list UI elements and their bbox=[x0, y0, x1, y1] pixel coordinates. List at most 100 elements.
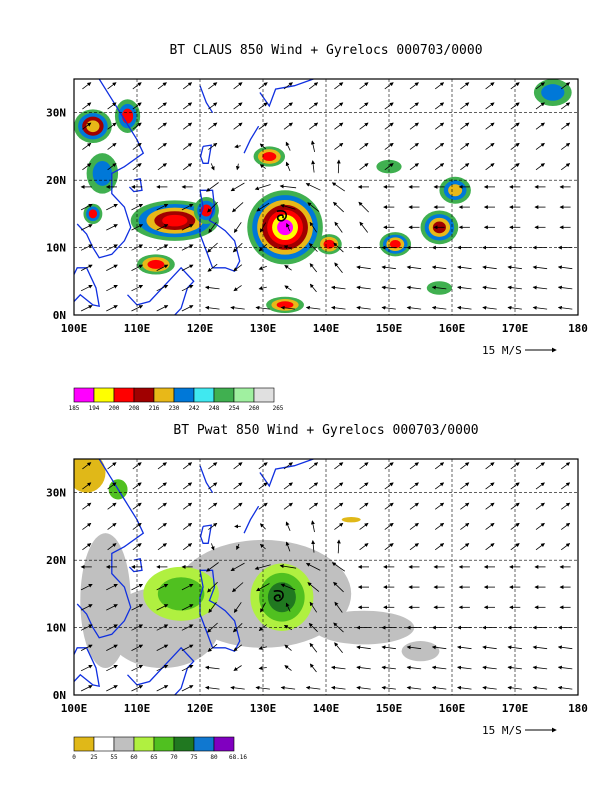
wind-vector bbox=[308, 462, 319, 470]
wind-vector bbox=[384, 522, 394, 530]
wind-vector bbox=[132, 82, 142, 90]
legend-label: 208 bbox=[129, 405, 140, 412]
wind-vector bbox=[309, 642, 318, 653]
wind-vector bbox=[457, 685, 472, 690]
wind-vector bbox=[359, 482, 369, 490]
wind-vector bbox=[510, 522, 520, 530]
wind-vector bbox=[507, 665, 522, 670]
wind-vector bbox=[210, 543, 215, 551]
wind-vector bbox=[356, 685, 371, 690]
wind-vector bbox=[510, 142, 520, 150]
wind-vector bbox=[510, 482, 520, 490]
pwat-field-layer bbox=[74, 459, 440, 669]
wind-vector bbox=[434, 163, 445, 171]
legend-swatch bbox=[173, 736, 195, 752]
wind-vector bbox=[460, 502, 470, 510]
wind-vector bbox=[507, 645, 522, 650]
wind-vector bbox=[106, 244, 118, 251]
wind-vector bbox=[156, 244, 169, 251]
field-blob bbox=[266, 296, 304, 313]
wind-vector bbox=[485, 163, 495, 171]
wind-vector bbox=[308, 502, 319, 510]
wind-vector bbox=[409, 502, 419, 510]
wind-vector bbox=[82, 462, 92, 470]
wind-vector bbox=[258, 82, 268, 90]
field-contour bbox=[92, 160, 113, 186]
wind-vector bbox=[406, 285, 422, 290]
wind-vector bbox=[535, 522, 545, 530]
reference-vector-label-1: 15 M/S bbox=[482, 344, 522, 357]
coastline bbox=[74, 647, 101, 688]
wind-vector bbox=[532, 265, 548, 270]
wind-vector bbox=[258, 265, 267, 270]
field-contour bbox=[323, 239, 335, 249]
legend-label: 65 bbox=[150, 754, 158, 761]
wind-vector bbox=[181, 305, 194, 312]
legend-swatch bbox=[213, 387, 235, 403]
wind-vector bbox=[285, 161, 291, 172]
wind-vector bbox=[535, 482, 545, 490]
legend-swatch bbox=[233, 387, 255, 403]
wind-vector bbox=[460, 522, 470, 530]
field-contour bbox=[262, 152, 277, 162]
wind-vector bbox=[258, 286, 267, 291]
wind-vector bbox=[254, 184, 271, 191]
wind-vector bbox=[182, 482, 193, 490]
wind-vector bbox=[334, 502, 344, 510]
wind-vector bbox=[308, 482, 319, 490]
wind-vector bbox=[384, 482, 394, 490]
wind-vector bbox=[106, 644, 118, 651]
wind-vector bbox=[107, 122, 117, 130]
wind-vector bbox=[485, 482, 495, 490]
legend-label: 265 bbox=[273, 405, 284, 412]
legend-swatch bbox=[133, 736, 155, 752]
wind-vector bbox=[560, 543, 571, 551]
field-contour bbox=[401, 641, 440, 662]
wind-vector bbox=[485, 122, 495, 130]
wind-vector bbox=[80, 224, 93, 231]
wind-vector bbox=[333, 201, 344, 213]
legend-swatch bbox=[153, 736, 175, 752]
wind-vector bbox=[131, 264, 144, 271]
wind-vectors-2 bbox=[80, 462, 573, 692]
legend-label: 216 bbox=[149, 405, 160, 412]
wind-vector bbox=[331, 305, 346, 310]
wind-vector bbox=[156, 624, 169, 631]
wind-vector bbox=[482, 665, 497, 670]
wind-vector bbox=[308, 243, 318, 252]
wind-vector bbox=[107, 163, 117, 171]
wind-vector bbox=[482, 265, 497, 270]
wind-vector bbox=[560, 502, 571, 510]
wind-vector bbox=[535, 82, 545, 90]
wind-vector bbox=[334, 482, 344, 490]
wind-vector bbox=[309, 283, 317, 293]
wind-vector bbox=[308, 82, 319, 90]
claus-legend: 185 194 200 208 216 230 242 248 254 260 265 bbox=[69, 387, 284, 412]
coastline bbox=[263, 694, 265, 695]
wind-vector bbox=[431, 685, 447, 690]
wind-vector bbox=[233, 122, 243, 130]
coastline bbox=[128, 558, 143, 573]
wind-vector bbox=[356, 665, 371, 670]
field-blob bbox=[253, 146, 286, 167]
field-contour bbox=[157, 577, 205, 611]
wind-vector bbox=[208, 482, 218, 490]
field-blob bbox=[401, 641, 440, 662]
wind-vector bbox=[182, 122, 193, 130]
wind-vector bbox=[131, 685, 144, 692]
x-tick-label: 170E bbox=[502, 322, 529, 335]
wind-vectors-1 bbox=[80, 82, 573, 312]
wind-vector bbox=[280, 203, 296, 210]
wind-vector bbox=[208, 82, 218, 90]
wind-vector bbox=[208, 102, 218, 110]
x-tick-label: 110E bbox=[124, 702, 151, 715]
wind-vector bbox=[309, 601, 318, 613]
wind-vector bbox=[259, 222, 267, 233]
wind-vector bbox=[208, 502, 218, 510]
field-contour bbox=[147, 259, 165, 269]
y-tick-label: 20N bbox=[46, 174, 66, 187]
wind-vector bbox=[457, 645, 472, 650]
wind-vector bbox=[333, 581, 344, 593]
wind-vector bbox=[157, 543, 167, 551]
wind-vector bbox=[157, 482, 167, 490]
